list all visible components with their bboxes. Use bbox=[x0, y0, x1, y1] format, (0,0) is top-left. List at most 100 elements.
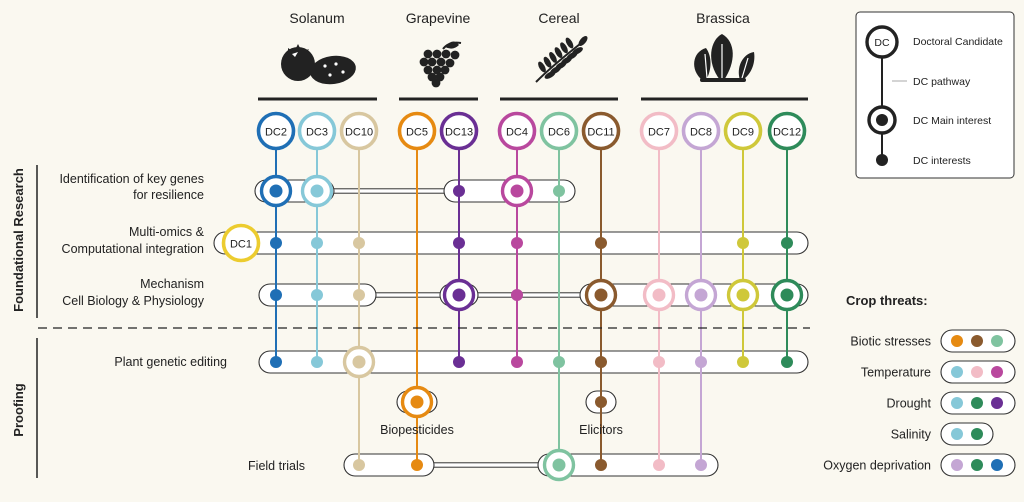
interest-dot-dc13 bbox=[453, 237, 465, 249]
interest-dot-dc3 bbox=[311, 237, 323, 249]
threat-dot-dc11 bbox=[971, 335, 983, 347]
interest-dot-dc7 bbox=[653, 356, 665, 368]
threat-dot-dc4 bbox=[991, 366, 1003, 378]
row-bar-6 bbox=[537, 453, 719, 477]
row-label: Cell Biology & Physiology bbox=[62, 294, 204, 308]
interest-dot-dc8 bbox=[695, 356, 707, 368]
threat-dot-dc12 bbox=[971, 397, 983, 409]
main-interest-dc4 bbox=[500, 174, 534, 208]
threat-dot-dc2 bbox=[991, 459, 1003, 471]
candidate-node-dc9: DC9 bbox=[723, 111, 763, 151]
main-interest-dc9 bbox=[726, 278, 760, 312]
interest-dot-dc4 bbox=[511, 237, 523, 249]
main-interest-dc2 bbox=[259, 174, 293, 208]
interest-dot-dc10 bbox=[353, 237, 365, 249]
candidate-node-dc13: DC13 bbox=[439, 111, 479, 151]
section-label-foundational: Foundational Research bbox=[11, 168, 26, 312]
row-label: for resilience bbox=[133, 188, 204, 202]
main-interest-dc6 bbox=[542, 448, 576, 482]
threat-label-biotic-stresses: Biotic stresses bbox=[850, 335, 931, 349]
candidate-node-dc4: DC4 bbox=[497, 111, 537, 151]
interest-dot-dc3 bbox=[311, 356, 323, 368]
interest-dot-dc11 bbox=[595, 356, 607, 368]
interest-dot-dc9 bbox=[737, 356, 749, 368]
crop-label-grapevine: Grapevine bbox=[406, 10, 471, 26]
main-interest-dc3 bbox=[300, 174, 334, 208]
candidate-node-dc7: DC7 bbox=[639, 111, 679, 151]
main-interest-dc13 bbox=[442, 278, 476, 312]
interest-dot-dc11 bbox=[595, 459, 607, 471]
candidate-label-dc1: DC1 bbox=[230, 239, 252, 251]
interest-dot-dc7 bbox=[653, 459, 665, 471]
row-label: Mechanism bbox=[140, 277, 204, 291]
row-label: Field trials bbox=[248, 459, 305, 473]
candidate-node-dc8: DC8 bbox=[681, 111, 721, 151]
interest-dot-dc4 bbox=[511, 356, 523, 368]
threat-dot-dc12 bbox=[971, 428, 983, 440]
main-interest-dc5 bbox=[400, 385, 434, 419]
interest-dot-dc6 bbox=[553, 356, 565, 368]
tomato-potato-icon bbox=[281, 44, 356, 85]
interest-dot-dc4 bbox=[511, 289, 523, 301]
threat-dot-dc3 bbox=[951, 366, 963, 378]
legend-candidate-symbol bbox=[865, 25, 899, 59]
row-label: Identification of key genes bbox=[59, 172, 204, 186]
interest-dot-dc13 bbox=[453, 185, 465, 197]
candidate-node-dc11: DC11 bbox=[581, 111, 621, 151]
row-label: Elicitors bbox=[579, 423, 623, 437]
candidate-label-dc8: DC8 bbox=[690, 127, 712, 139]
main-interest-dc7 bbox=[642, 278, 676, 312]
threat-label-salinity: Salinity bbox=[891, 428, 932, 442]
candidate-node-dc10: DC10 bbox=[339, 111, 379, 151]
threat-dot-dc3 bbox=[951, 428, 963, 440]
row-bridge-2 bbox=[475, 292, 583, 298]
legend-interest-symbol bbox=[876, 154, 888, 166]
threat-dot-dc12 bbox=[971, 459, 983, 471]
candidate-label-dc5: DC5 bbox=[406, 127, 428, 139]
threat-label-oxygen-deprivation: Oxygen deprivation bbox=[823, 459, 931, 473]
grape-icon bbox=[419, 41, 462, 88]
interest-dot-dc11 bbox=[595, 396, 607, 408]
legend-box bbox=[855, 11, 1015, 179]
candidate-node-dc5: DC5 bbox=[397, 111, 437, 151]
threat-dot-dc5 bbox=[951, 335, 963, 347]
crop-threats-title: Crop threats: bbox=[846, 293, 928, 308]
candidate-label-dc4: DC4 bbox=[506, 127, 528, 139]
candidate-node-dc3: DC3 bbox=[297, 111, 337, 151]
candidate-label-dc2: DC2 bbox=[265, 127, 287, 139]
row-bar-3 bbox=[258, 350, 809, 374]
main-interest-dc8 bbox=[684, 278, 718, 312]
row-bridge-2 bbox=[373, 292, 443, 298]
interest-dot-dc12 bbox=[781, 356, 793, 368]
row-label: Multi-omics & bbox=[129, 225, 205, 239]
candidate-node-dc12: DC12 bbox=[767, 111, 807, 151]
row-bridge-0 bbox=[331, 188, 447, 194]
interest-dot-dc2 bbox=[270, 289, 282, 301]
interest-dot-dc9 bbox=[737, 237, 749, 249]
crop-label-cereal: Cereal bbox=[538, 10, 579, 26]
crop-label-solanum: Solanum bbox=[289, 10, 344, 26]
row-label: Biopesticides bbox=[380, 423, 454, 437]
interest-dot-dc5 bbox=[411, 459, 423, 471]
legend-interests-label: DC interests bbox=[913, 155, 971, 167]
interest-dot-dc13 bbox=[453, 356, 465, 368]
candidate-label-dc12: DC12 bbox=[773, 127, 801, 139]
row-bridge-6 bbox=[431, 462, 541, 468]
legend-main-interest-symbol bbox=[867, 105, 897, 135]
legend-pathway-label: DC pathway bbox=[913, 76, 971, 88]
threat-dot-dc8 bbox=[951, 459, 963, 471]
candidate-node-dc1: DC1 bbox=[221, 223, 261, 263]
row-bar-6 bbox=[343, 453, 435, 477]
candidate-node-dc6: DC6 bbox=[539, 111, 579, 151]
legend-candidate-abbr: DC bbox=[874, 37, 890, 49]
main-interest-dc12 bbox=[770, 278, 804, 312]
candidate-label-dc6: DC6 bbox=[548, 127, 570, 139]
interest-dot-dc8 bbox=[695, 459, 707, 471]
candidate-label-dc9: DC9 bbox=[732, 127, 754, 139]
section-label-proofing: Proofing bbox=[11, 383, 26, 436]
candidate-label-dc7: DC7 bbox=[648, 127, 670, 139]
interest-dot-dc10 bbox=[353, 459, 365, 471]
candidate-label-dc13: DC13 bbox=[445, 127, 473, 139]
row-label: Computational integration bbox=[62, 242, 204, 256]
